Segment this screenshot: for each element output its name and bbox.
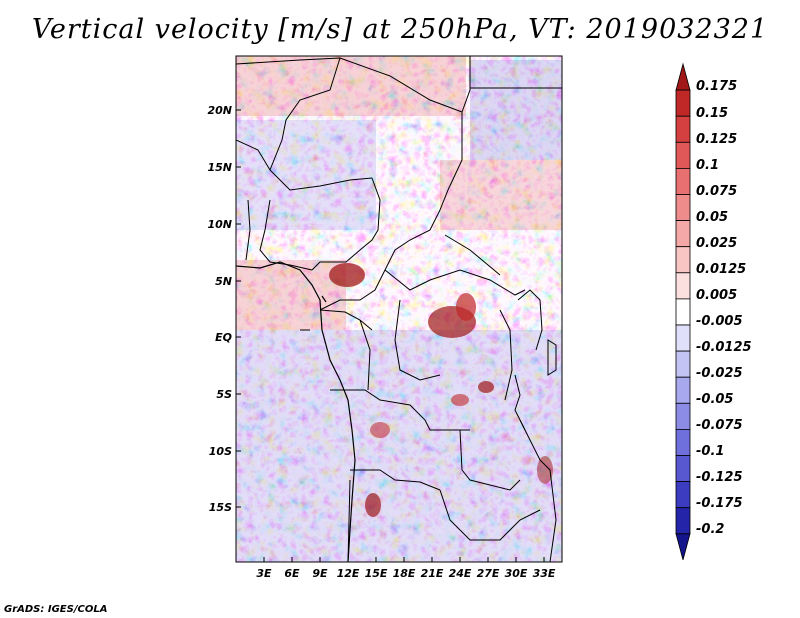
axis-ticks: [236, 109, 545, 562]
colorbar-swatch: [675, 168, 691, 195]
lon-label-27e: 27E: [476, 567, 500, 580]
country-borders: [236, 56, 562, 562]
colorbar-swatch: [675, 115, 691, 143]
lon-label-21e: 21E: [420, 567, 444, 580]
lon-label-30e: 30E: [504, 567, 528, 580]
lat-label-10s: 10S: [208, 445, 232, 458]
lon-label-3e: 3E: [256, 567, 272, 580]
colorbar-label: -0.05: [696, 392, 734, 407]
colorbar-label: 0.025: [696, 236, 738, 251]
colorbar-swatch: [675, 220, 691, 248]
lon-label-18e: 18E: [392, 567, 416, 580]
colorbar-swatch: [675, 481, 691, 509]
colorbar-label: 0.1: [696, 158, 720, 173]
lon-label-12e: 12E: [336, 567, 360, 580]
lon-label-6e: 6E: [284, 567, 300, 580]
lon-label-24e: 24E: [448, 567, 472, 580]
colorbar-swatch: [675, 350, 691, 378]
plot-frame: [235, 55, 563, 563]
colorbar-label: -0.125: [696, 470, 743, 485]
lat-label-10n: 10N: [207, 218, 232, 231]
lat-label-20n: 20N: [207, 104, 232, 117]
map-title: Vertical velocity [m/s] at 250hPa, VT: 2…: [31, 14, 769, 45]
colorbar-label: 0.005: [696, 288, 738, 303]
colorbar-label: 0.15: [696, 106, 729, 121]
lon-label-33e: 33E: [532, 567, 556, 580]
coastline: [236, 261, 356, 562]
colorbar-swatch: [675, 246, 691, 274]
colorbar-label: -0.075: [696, 418, 743, 433]
colorbar-swatch: [675, 89, 691, 117]
colorbar-label: 0.075: [696, 184, 738, 199]
lat-label-eq: EQ: [215, 331, 232, 344]
lat-label-15n: 15N: [207, 161, 232, 174]
colorbar-swatch: [675, 402, 691, 430]
colorbar-label: 0.175: [696, 79, 738, 94]
colorbar-swatch: [675, 376, 691, 404]
colorbar-swatch: [675, 428, 691, 456]
lat-label-5n: 5N: [215, 275, 232, 288]
colorbar-label: -0.005: [696, 314, 743, 329]
colorbar-swatch: [675, 62, 691, 91]
colorbar-label: 0.0125: [696, 262, 747, 277]
colorbar-swatch: [675, 272, 691, 300]
lon-label-9e: 9E: [312, 567, 328, 580]
colorbar-swatch: [675, 324, 691, 352]
colorbar-label: -0.2: [696, 522, 725, 537]
lat-label-5s: 5S: [216, 388, 232, 401]
colorbar-swatch: [675, 507, 691, 535]
colorbar-label: -0.0125: [696, 340, 752, 355]
colorbar-label: -0.1: [696, 444, 725, 459]
colorbar-label: -0.025: [696, 366, 743, 381]
colorbar-label: -0.175: [696, 496, 743, 511]
colorbar: [675, 62, 691, 560]
grads-credit: GrADS: IGES/COLA: [4, 604, 108, 615]
colorbar-swatch: [675, 298, 691, 326]
lon-label-15e: 15E: [364, 567, 388, 580]
colorbar-label: 0.125: [696, 132, 738, 147]
colorbar-label: 0.05: [696, 210, 729, 225]
lat-label-15s: 15S: [208, 501, 232, 514]
colorbar-swatch: [675, 194, 691, 222]
colorbar-swatch: [675, 141, 691, 169]
colorbar-swatch: [675, 533, 691, 560]
colorbar-swatch: [675, 455, 691, 483]
